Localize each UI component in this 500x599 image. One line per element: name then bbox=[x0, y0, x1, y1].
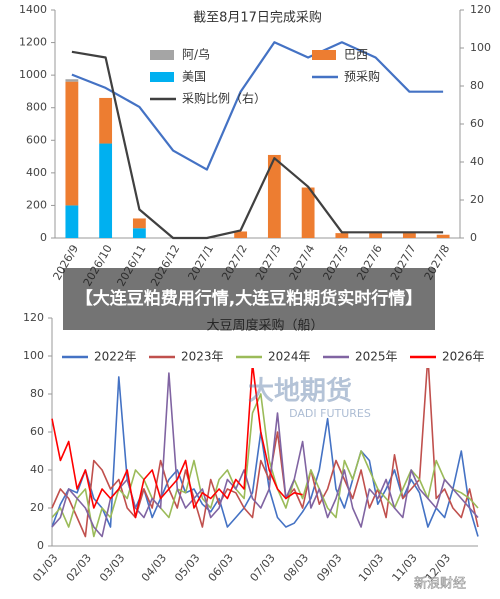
legend-swatch bbox=[150, 50, 174, 60]
bar bbox=[99, 97, 113, 144]
y2-tick-label: 80 bbox=[470, 79, 484, 92]
y-tick-label: 120 bbox=[23, 311, 44, 324]
legend-bg bbox=[55, 346, 480, 368]
bar bbox=[65, 81, 79, 206]
x-tick-label: 10/03 bbox=[356, 552, 386, 585]
x-tick-label: 05/03 bbox=[172, 552, 202, 585]
legend-label: 2022年 bbox=[94, 350, 137, 364]
chart-title: 截至8月17日完成采购 bbox=[193, 10, 322, 26]
legend-label: 采购比例（右） bbox=[182, 91, 266, 106]
legend-label: 巴西 bbox=[344, 48, 368, 62]
series-line bbox=[71, 50, 444, 240]
y2-tick-label: 120 bbox=[470, 3, 491, 16]
bar bbox=[436, 234, 450, 238]
legend-label: 预采购 bbox=[344, 69, 380, 84]
y-tick-label: 400 bbox=[26, 166, 47, 179]
x-tick-label: 03/03 bbox=[97, 552, 127, 585]
y-tick-label: 80 bbox=[30, 387, 44, 400]
legend-swatch bbox=[150, 72, 174, 82]
series-line bbox=[51, 376, 479, 537]
x-tick-label: 09/03 bbox=[314, 552, 344, 585]
series-line bbox=[51, 362, 303, 519]
bar bbox=[369, 233, 383, 238]
bar bbox=[132, 228, 146, 238]
y-tick-label: 20 bbox=[30, 501, 44, 514]
bar bbox=[99, 143, 113, 238]
y2-tick-label: 60 bbox=[470, 117, 484, 130]
y-tick-label: 800 bbox=[26, 101, 47, 114]
series-line bbox=[51, 393, 479, 538]
y-tick-label: 200 bbox=[26, 198, 47, 211]
y2-tick-label: 0 bbox=[470, 231, 477, 244]
y-tick-label: 1200 bbox=[19, 36, 47, 49]
y-tick-label: 600 bbox=[26, 133, 47, 146]
x-tick-label: 04/03 bbox=[139, 552, 169, 585]
series-line bbox=[71, 41, 444, 171]
bar bbox=[267, 154, 281, 238]
x-tick-label: 08/03 bbox=[281, 552, 311, 585]
legend-swatch bbox=[312, 50, 336, 60]
y-tick-label: 100 bbox=[23, 349, 44, 362]
news-banner: 【大连豆粕费用行情,大连豆粕期货实时行情】 bbox=[63, 268, 435, 330]
x-tick-label: 02/03 bbox=[64, 552, 94, 585]
legend-label: 2026年 bbox=[442, 350, 485, 364]
bar bbox=[301, 187, 315, 238]
legend-label: 2024年 bbox=[268, 350, 311, 364]
x-tick-label: 07/03 bbox=[247, 552, 277, 585]
watermark-source: 新浪财经 bbox=[414, 576, 466, 592]
y2-tick-label: 40 bbox=[470, 155, 484, 168]
y-tick-label: 60 bbox=[30, 425, 44, 438]
bar bbox=[234, 231, 248, 238]
bar bbox=[132, 218, 146, 229]
y-tick-label: 40 bbox=[30, 463, 44, 476]
y-tick-label: 1400 bbox=[19, 3, 47, 16]
x-tick-label: 06/03 bbox=[206, 552, 236, 585]
y-tick-label: 0 bbox=[40, 231, 47, 244]
x-tick-label: 01/03 bbox=[30, 552, 60, 585]
watermark-sub: DADI FUTURES bbox=[289, 407, 371, 420]
y-tick-label: 1000 bbox=[19, 68, 47, 81]
legend-label: 阿/乌 bbox=[182, 47, 210, 62]
bar bbox=[65, 79, 79, 82]
series-line bbox=[51, 372, 479, 538]
legend-label: 2023年 bbox=[181, 350, 224, 364]
bar bbox=[65, 205, 79, 238]
watermark-logo: 大地期货 bbox=[248, 376, 352, 407]
y2-tick-label: 100 bbox=[470, 41, 491, 54]
legend-label: 2025年 bbox=[355, 350, 398, 364]
y2-tick-label: 20 bbox=[470, 193, 484, 206]
bar bbox=[402, 233, 416, 238]
bar bbox=[335, 233, 349, 238]
legend-label: 美国 bbox=[182, 70, 206, 84]
y-tick-label: 0 bbox=[37, 539, 44, 552]
